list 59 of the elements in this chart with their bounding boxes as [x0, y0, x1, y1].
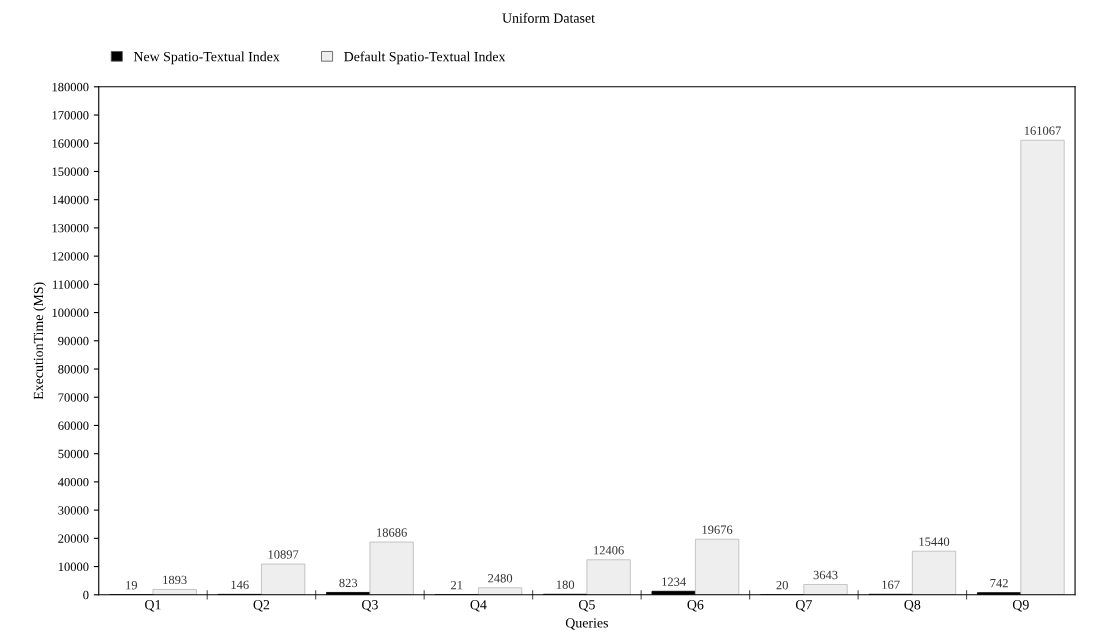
x-tick-label: Q8	[904, 600, 921, 612]
x-axis-title: Queries	[565, 618, 608, 630]
y-tick-label: 10000	[58, 562, 89, 572]
bar	[261, 563, 306, 595]
y-tick-label: 20000	[58, 534, 89, 543]
data-label: 742	[990, 578, 1008, 588]
data-label: 161067	[1024, 126, 1061, 135]
data-label: 18686	[377, 528, 407, 537]
y-tick-label: 60000	[58, 421, 89, 430]
y-tick-label: 40000	[58, 477, 89, 487]
y-axis-title: ExecutionTime (MS)	[33, 282, 46, 400]
data-label: 180	[556, 580, 575, 589]
y-tick-label: 80000	[58, 365, 89, 374]
x-tick-label: Q7	[795, 600, 812, 612]
data-label: 2480	[488, 574, 513, 583]
legend-label: New Spatio-Textual Index	[133, 51, 280, 65]
y-tick-label: 140000	[52, 195, 89, 205]
bar	[803, 584, 848, 595]
bar	[911, 550, 957, 595]
data-label: 19	[126, 581, 138, 590]
bar	[369, 541, 414, 595]
data-label: 20	[776, 580, 788, 590]
y-tick-label: 130000	[52, 223, 89, 233]
data-label: 10897	[268, 550, 299, 559]
x-tick-label: Q6	[687, 600, 704, 612]
y-tick-label: 150000	[52, 167, 89, 176]
y-tick-label: 70000	[58, 393, 89, 402]
legend-label: Default Spatio-Textual Index	[344, 51, 506, 65]
bar	[694, 538, 740, 595]
chart-title: Uniform Dataset	[502, 12, 595, 23]
y-tick-label: 180000	[52, 82, 89, 92]
data-label: 1234	[662, 577, 686, 586]
data-label: 1893	[163, 575, 187, 585]
y-tick-label: 100000	[52, 308, 89, 318]
data-label: 19676	[702, 525, 733, 534]
y-tick-label: 0	[83, 590, 89, 600]
data-label: 21	[451, 581, 463, 590]
x-tick-label: Q5	[578, 600, 595, 612]
data-label: 167	[882, 580, 900, 589]
x-tick-label: Q4	[470, 600, 487, 612]
y-tick-label: 30000	[58, 506, 89, 515]
y-tick-label: 120000	[52, 252, 89, 261]
x-tick-label: Q2	[253, 600, 270, 612]
y-tick-label: 160000	[52, 139, 89, 148]
bar	[586, 559, 631, 595]
data-label: 15440	[919, 537, 950, 546]
data-label: 823	[339, 578, 358, 588]
bar	[1020, 139, 1065, 595]
x-tick-label: Q3	[362, 600, 378, 612]
data-label: 3643	[813, 570, 838, 580]
y-tick-label: 50000	[58, 449, 89, 459]
bar	[477, 587, 523, 595]
data-label: 12406	[594, 546, 624, 555]
x-tick-label: Q9	[1012, 600, 1029, 612]
x-tick-label: Q1	[145, 600, 161, 612]
data-label: 146	[231, 580, 249, 590]
y-tick-label: 90000	[58, 336, 89, 346]
y-tick-label: 170000	[52, 111, 89, 120]
y-tick-label: 110000	[53, 280, 89, 289]
